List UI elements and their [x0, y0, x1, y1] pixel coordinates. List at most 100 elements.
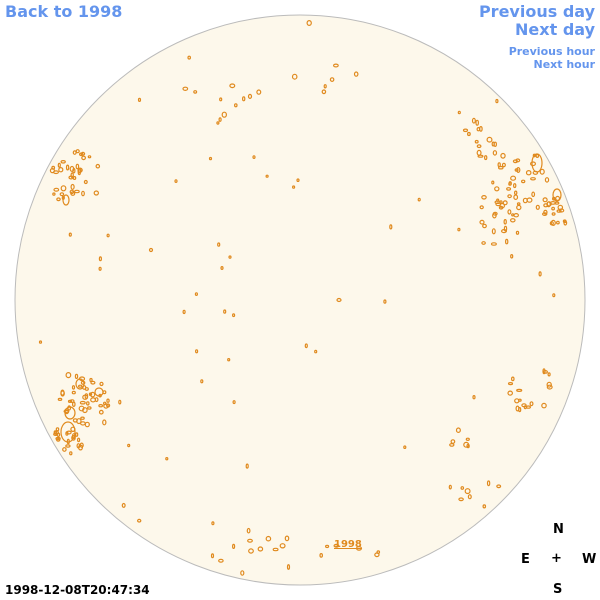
contour-mark: [182, 86, 189, 92]
contour-mark: [513, 212, 520, 218]
contour-mark: [466, 443, 470, 449]
contour-mark: [484, 155, 488, 161]
contour-mark: [291, 73, 298, 80]
contour-mark: [556, 220, 560, 225]
magnetic-contours: [38, 20, 568, 576]
contour-mark: [219, 97, 223, 102]
contour-mark: [321, 89, 327, 95]
contour-mark: [499, 200, 503, 205]
next-day-link[interactable]: Next day: [515, 20, 595, 39]
contour-mark: [482, 504, 487, 509]
contour-mark: [495, 202, 502, 207]
contour-mark: [493, 141, 498, 147]
contour-mark: [70, 183, 75, 190]
contour-mark: [60, 160, 66, 164]
contour-mark: [81, 190, 85, 197]
contour-mark: [457, 110, 461, 115]
contour-mark: [501, 229, 508, 234]
previous-hour-link[interactable]: Previous hour: [508, 45, 595, 58]
contour-mark: [515, 230, 520, 235]
contour-mark: [56, 432, 61, 437]
disk-year-link[interactable]: 1998: [334, 539, 362, 550]
contour-mark: [319, 553, 324, 558]
contour-mark: [103, 403, 109, 409]
contour-mark: [218, 117, 222, 122]
contour-mark: [510, 175, 517, 181]
contour-mark: [56, 197, 61, 202]
contour-mark: [252, 155, 256, 160]
next-hour-link[interactable]: Next hour: [533, 58, 596, 71]
contour-mark: [516, 202, 521, 206]
contour-mark: [187, 55, 192, 60]
contour-mark: [75, 163, 80, 170]
contour-mark: [563, 220, 568, 226]
contour-mark: [247, 93, 253, 100]
contour-mark: [55, 427, 60, 432]
contour-mark: [479, 205, 484, 210]
contour-mark: [531, 153, 543, 173]
contour-mark: [81, 155, 86, 161]
contour-mark: [248, 548, 254, 554]
contour-mark: [491, 180, 495, 185]
contour-mark: [476, 149, 482, 156]
contour-mark: [59, 192, 65, 197]
contour-mark: [542, 197, 548, 203]
back-to-year-link[interactable]: Back to 1998: [5, 2, 123, 21]
contour-mark: [88, 392, 93, 397]
contour-mark: [240, 570, 245, 576]
contour-mark: [336, 297, 342, 303]
contour-mark: [557, 204, 564, 211]
contour-mark: [74, 373, 79, 380]
contour-mark: [333, 543, 340, 548]
contour-mark: [121, 502, 126, 508]
contour-mark: [355, 546, 363, 551]
contour-mark: [208, 156, 213, 161]
contour-mark: [521, 179, 526, 184]
contour-mark: [486, 136, 493, 143]
contour-mark: [502, 200, 508, 206]
contour-mark: [62, 194, 70, 206]
contour-mark: [472, 395, 476, 400]
contour-mark: [546, 201, 552, 207]
compass-west: W: [582, 552, 597, 567]
contour-mark: [550, 219, 556, 226]
contour-mark: [552, 293, 556, 298]
contour-mark: [76, 418, 82, 425]
contour-mark: [329, 77, 335, 82]
contour-mark: [492, 212, 497, 219]
contour-mark: [530, 177, 536, 181]
contour-mark: [174, 179, 178, 184]
contour-mark: [165, 457, 169, 461]
contour-mark: [507, 390, 514, 396]
contour-mark: [417, 197, 421, 202]
contour-mark: [72, 150, 77, 155]
contour-mark: [514, 168, 519, 172]
contour-mark: [229, 83, 236, 89]
contour-mark: [246, 527, 251, 534]
contour-mark: [76, 437, 81, 443]
contour-mark: [476, 126, 481, 132]
previous-day-link[interactable]: Previous day: [478, 2, 595, 21]
contour-mark: [448, 484, 452, 490]
contour-mark: [106, 233, 110, 238]
contour-mark: [503, 219, 507, 225]
contour-mark: [475, 119, 480, 126]
contour-mark: [98, 266, 102, 271]
contour-mark: [554, 201, 560, 205]
contour-mark: [58, 166, 64, 173]
contour-mark: [498, 205, 504, 210]
contour-mark: [481, 241, 486, 245]
contour-mark: [518, 407, 522, 413]
contour-mark: [77, 169, 82, 176]
contour-mark: [551, 212, 556, 216]
contour-mark: [193, 90, 198, 94]
contour-mark: [53, 187, 60, 192]
contour-mark: [532, 153, 536, 158]
contour-mark: [102, 419, 107, 426]
contour-mark: [464, 488, 471, 495]
contour-mark: [118, 399, 122, 405]
contour-mark: [52, 192, 56, 196]
contour-mark: [83, 179, 88, 185]
contour-mark: [526, 197, 533, 203]
